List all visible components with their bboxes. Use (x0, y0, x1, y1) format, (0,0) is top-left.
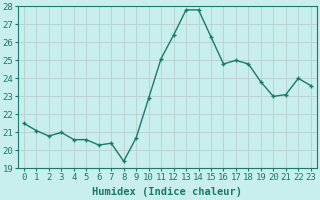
X-axis label: Humidex (Indice chaleur): Humidex (Indice chaleur) (92, 187, 242, 197)
